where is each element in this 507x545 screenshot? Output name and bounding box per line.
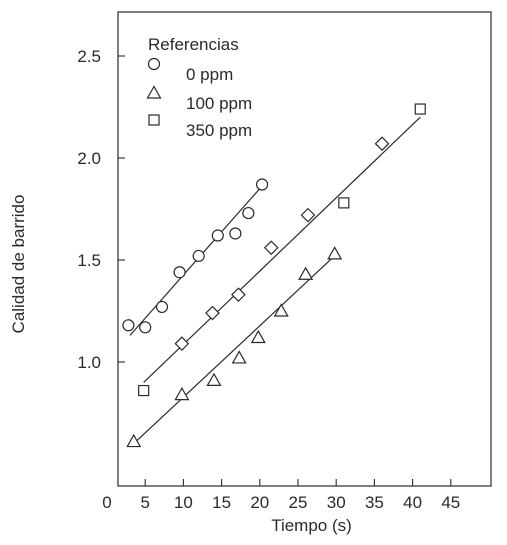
data-point-circle [242,206,255,220]
fit-lines-layer [129,116,421,445]
x-tick-label: 25 [289,493,308,512]
data-point-circle [155,300,169,314]
data-point-diamond [263,240,279,256]
data-point-triangle [231,350,247,364]
legend-label: 350 ppm [186,121,252,140]
data-point-diamond [231,287,246,303]
y-tick-label: 2.5 [77,47,101,66]
data-point-circle [122,319,135,332]
x-tick-label: 5 [140,493,149,512]
data-point-triangle [126,433,142,448]
data-point-diamond [205,305,220,321]
x-tick-label: 20 [250,493,269,512]
data-point-circle [255,178,269,191]
fit-line [129,188,261,336]
data-point-triangle [250,329,266,344]
data-point-triangle [327,246,343,260]
data-point-triangle [273,303,289,317]
data-point-circle [192,249,205,263]
legend: Referencias 0 ppm 100 ppm 350 ppm [146,35,252,140]
legend-marker-circle [147,57,161,71]
legend-marker-square [148,114,160,126]
data-point-square [138,384,150,397]
data-point-square [338,197,350,209]
legend-label: 100 ppm [186,94,252,113]
y-tick-label: 2.0 [77,149,101,168]
x-axis-label: Tiempo (s) [271,516,352,535]
fit-line [143,116,421,383]
data-point-diamond [174,336,190,351]
data-point-circle [211,229,224,242]
x-tick-label: 40 [403,493,422,512]
fit-line [133,257,333,445]
data-point-diamond [300,207,316,223]
data-point-triangle [298,266,314,280]
data-point-triangle [206,372,222,386]
legend-marker-triangle [146,85,162,99]
x-tick-label: 30 [327,493,346,512]
y-tick-label: 1.0 [77,353,101,372]
data-point-circle [139,321,152,334]
y-axis-label: Calidad de barrido [9,195,28,334]
legend-label: 0 ppm [186,65,233,84]
data-points-layer [122,103,426,448]
data-point-square [414,103,426,115]
x-tick-label: 10 [174,493,193,512]
x-tick-label: 35 [365,493,384,512]
data-point-triangle [174,386,190,401]
x-tick-label: 0 [102,493,111,512]
data-point-circle [229,227,242,240]
data-point-circle [173,266,186,279]
data-point-diamond [374,136,390,152]
x-tick-label: 45 [441,493,460,512]
axes-layer: 0 5 10 15 20 25 30 35 40 45 1.0 1.5 2.0 2.5 [77,11,492,512]
legend-title: Referencias [148,35,239,54]
plot-frame [117,11,492,487]
x-tick-label: 15 [212,493,231,512]
y-tick-label: 1.5 [77,251,101,270]
